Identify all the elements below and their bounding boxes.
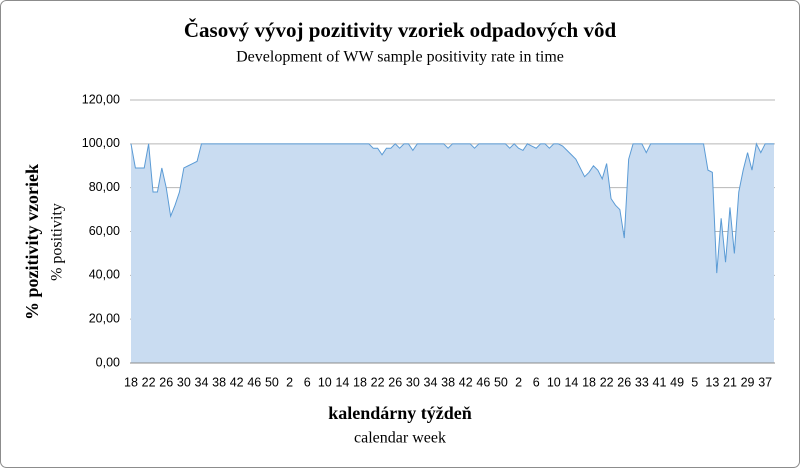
x-tick-label: 26 [617, 375, 631, 389]
x-tick-label: 6 [533, 375, 540, 389]
x-tick-label: 14 [335, 375, 349, 389]
x-tick-label: 34 [424, 375, 438, 389]
y-tick-label: 20,00 [89, 311, 120, 325]
x-tick-label: 37 [758, 375, 772, 389]
x-tick-label: 22 [600, 375, 614, 389]
x-tick-label: 46 [476, 375, 490, 389]
x-tick-label: 33 [635, 375, 649, 389]
x-tick-label: 26 [159, 375, 173, 389]
y-axis-title: % pozitivity vzoriek [22, 164, 42, 320]
x-tick-label: 34 [195, 375, 209, 389]
x-tick-label: 13 [705, 375, 719, 389]
y-tick-label: 80,00 [89, 180, 120, 194]
x-tick-label: 38 [212, 375, 226, 389]
x-tick-label: 38 [441, 375, 455, 389]
x-tick-label: 18 [353, 375, 367, 389]
area-fill [131, 143, 774, 363]
x-tick-label: 29 [741, 375, 755, 389]
x-tick-label: 14 [564, 375, 578, 389]
x-tick-label: 10 [318, 375, 332, 389]
y-tick-label: 100,00 [82, 136, 120, 150]
x-tick-label: 21 [723, 375, 737, 389]
x-tick-label: 46 [247, 375, 261, 389]
x-tick-label: 50 [265, 375, 279, 389]
x-tick-label: 30 [177, 375, 191, 389]
x-axis-subtitle: calendar week [354, 430, 446, 447]
x-tick-label: 30 [406, 375, 420, 389]
x-tick-label: 2 [515, 375, 522, 389]
x-tick-label: 18 [582, 375, 596, 389]
x-tick-label: 10 [547, 375, 561, 389]
x-axis-title: kalendárny týždeň [328, 403, 472, 423]
x-tick-label: 6 [304, 375, 311, 389]
x-tick-label: 18 [124, 375, 138, 389]
x-tick-label: 5 [691, 375, 698, 389]
y-tick-label: 0,00 [96, 355, 120, 369]
y-tick-label: 60,00 [89, 224, 120, 238]
x-tick-label: 22 [371, 375, 385, 389]
x-tick-label: 42 [230, 375, 244, 389]
x-tick-label: 42 [459, 375, 473, 389]
chart-subtitle: Development of WW sample positivity rate… [236, 49, 564, 66]
x-tick-label: 50 [494, 375, 508, 389]
chart-title: Časový vývoj pozitivity vzoriek odpadový… [184, 18, 617, 42]
area-line [130, 142, 774, 274]
x-tick-label: 26 [388, 375, 402, 389]
x-tick-label: 22 [142, 375, 156, 389]
x-tick-label: 41 [653, 375, 667, 389]
x-tick-label: 49 [670, 375, 684, 389]
y-axis-subtitle: % positivity [49, 203, 66, 281]
y-tick-label: 40,00 [89, 268, 120, 282]
x-tick-label: 2 [286, 375, 293, 389]
y-tick-label: 120,00 [82, 92, 120, 106]
